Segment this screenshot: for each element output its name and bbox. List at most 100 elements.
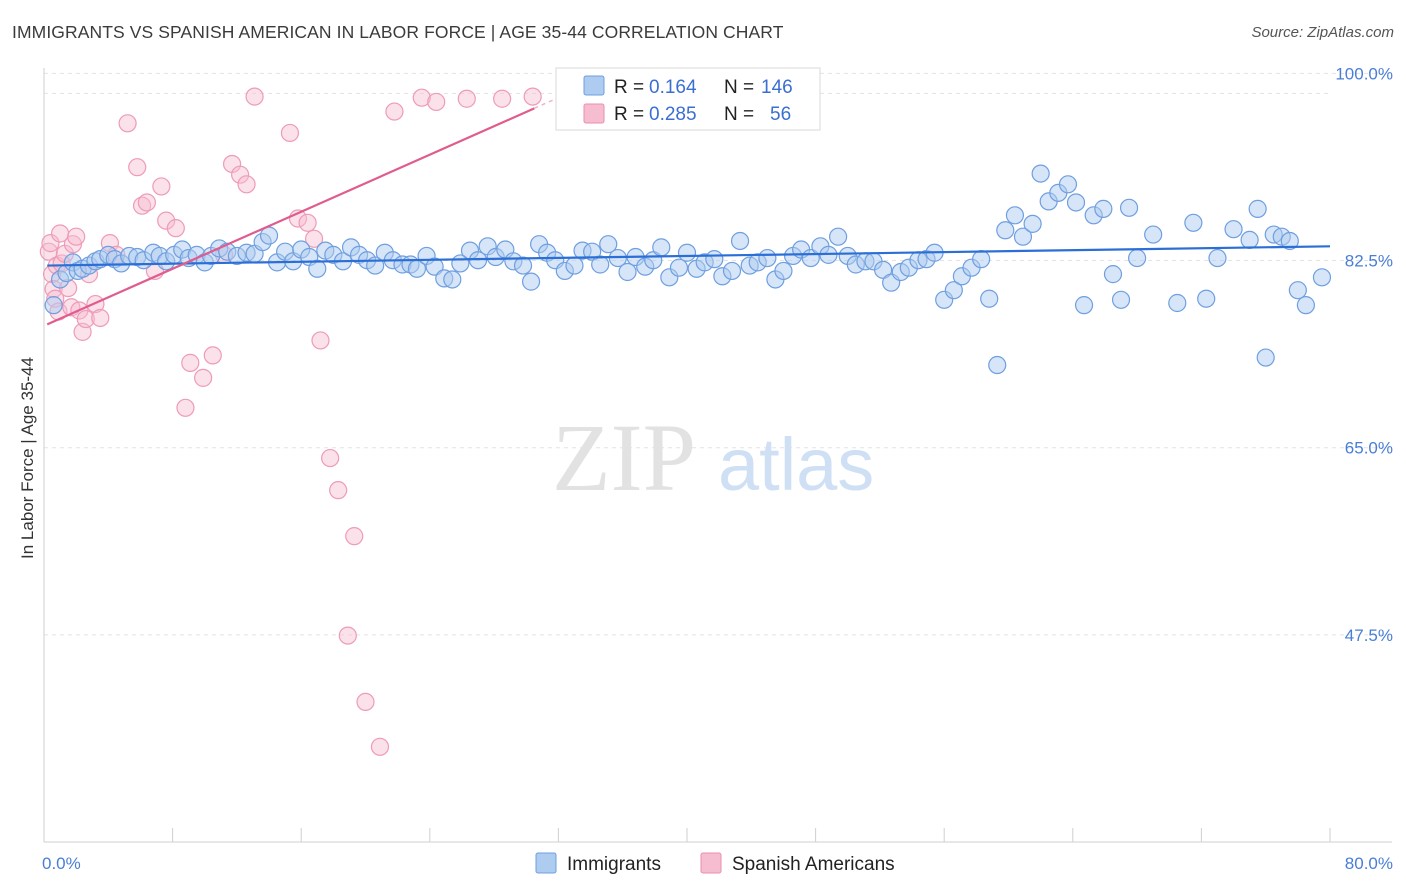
immigrant-point xyxy=(758,248,777,268)
immigrant-point xyxy=(774,261,793,281)
spanish-american-point xyxy=(128,158,147,177)
spanish-american-point xyxy=(194,368,213,387)
watermark-atlas: atlas xyxy=(718,423,874,506)
immigrant-point xyxy=(1288,281,1307,300)
bottom-legend-swatch-spanish xyxy=(700,852,722,874)
immigrant-point xyxy=(1023,214,1042,233)
y-tick-label: 65.0% xyxy=(1345,439,1393,458)
spanish-american-point xyxy=(304,229,324,248)
immigrant-point xyxy=(1197,289,1216,308)
legend-n-value: 146 xyxy=(761,77,793,98)
immigrant-point xyxy=(652,238,671,257)
legend-n-value: 56 xyxy=(770,104,791,125)
y-tick-label: 82.5% xyxy=(1345,252,1393,271)
immigrant-point xyxy=(1094,199,1113,218)
immigrant-point xyxy=(1031,164,1050,183)
immigrant-point xyxy=(443,270,462,289)
y-axis-title: In Labor Force | Age 35-44 xyxy=(18,357,37,559)
spanish-trend-line xyxy=(46,107,535,326)
immigrant-point xyxy=(1208,248,1227,268)
immigrant-point xyxy=(874,260,893,279)
watermark: ZIP atlas xyxy=(552,404,874,511)
spanish-american-point xyxy=(237,175,256,194)
immigrant-point xyxy=(1240,230,1259,250)
legend-r-label: R = xyxy=(614,77,644,98)
y-tick-label: 100.0% xyxy=(1335,64,1393,83)
trend-lines xyxy=(46,93,1331,326)
spanish-american-points xyxy=(39,87,542,756)
immigrant-point xyxy=(730,231,750,251)
axes xyxy=(43,68,1392,843)
spanish-american-point xyxy=(329,481,348,500)
spanish-american-point xyxy=(67,227,86,246)
spanish-american-point xyxy=(321,448,340,468)
legend-n-label: N = xyxy=(724,104,754,125)
legend-box: R = 0.164 N = 146 R = 0.285 N = 56 xyxy=(555,67,821,131)
immigrant-point xyxy=(1224,220,1243,239)
immigrant-point xyxy=(1013,227,1033,246)
chart-title: IMMIGRANTS VS SPANISH AMERICAN IN LABOR … xyxy=(12,22,784,42)
immigrant-point xyxy=(669,258,689,277)
spanish-trend-extension xyxy=(533,93,567,110)
spanish-american-point xyxy=(203,346,222,365)
y-tick-label: 47.5% xyxy=(1345,626,1393,645)
immigrant-point xyxy=(1119,198,1139,217)
spanish-american-point xyxy=(457,89,476,108)
spanish-american-point xyxy=(311,331,330,350)
spanish-american-point xyxy=(523,87,542,106)
spanish-american-point xyxy=(427,92,446,112)
bottom-legend: Immigrants Spanish Americans xyxy=(535,852,895,875)
bottom-legend-immigrants: Immigrants xyxy=(567,854,661,875)
spanish-american-point xyxy=(152,177,171,196)
immigrant-point xyxy=(591,255,610,274)
immigrant-point xyxy=(1168,293,1187,313)
spanish-american-point xyxy=(132,196,152,215)
legend-r-value: 0.164 xyxy=(649,77,697,98)
spanish-american-point xyxy=(298,213,317,232)
immigrant-point xyxy=(1248,199,1267,218)
immigrant-point xyxy=(1312,268,1332,287)
immigrant-point xyxy=(565,256,584,275)
spanish-american-point xyxy=(493,89,512,108)
immigrant-point xyxy=(308,259,327,278)
immigrant-point xyxy=(425,257,444,276)
immigrant-point xyxy=(944,281,963,300)
immigrant-point xyxy=(972,250,991,269)
bottom-legend-spanish: Spanish Americans xyxy=(732,854,895,875)
spanish-american-point xyxy=(385,102,404,121)
immigrants-trend-line xyxy=(47,245,1331,267)
spanish-american-point xyxy=(157,211,176,230)
immigrant-point xyxy=(1005,206,1025,225)
immigrant-point xyxy=(618,262,637,282)
watermark-zip: ZIP xyxy=(552,404,696,511)
source-credit: Source: ZipAtlas.com xyxy=(1251,24,1394,41)
immigrant-point xyxy=(1111,290,1131,309)
spanish-american-point xyxy=(345,527,364,546)
spanish-american-point xyxy=(412,88,431,107)
immigrant-point xyxy=(677,243,697,262)
spanish-american-point xyxy=(338,626,357,645)
y-tick-labels: 47.5% 65.0% 82.5% 100.0% xyxy=(1335,64,1393,644)
legend-swatch-spanish xyxy=(583,103,605,124)
immigrant-point xyxy=(513,256,533,275)
immigrant-point xyxy=(44,296,63,315)
legend-r-value: 0.285 xyxy=(649,104,697,125)
immigrant-point xyxy=(1184,213,1203,232)
immigrant-point xyxy=(1103,265,1123,284)
spanish-american-point xyxy=(91,308,110,328)
immigrant-point xyxy=(1058,175,1078,194)
spanish-american-point xyxy=(231,165,250,184)
spanish-american-point xyxy=(356,692,375,712)
spanish-american-point xyxy=(370,737,390,756)
immigrant-points xyxy=(44,164,1332,375)
x-tick-label-max: 80.0% xyxy=(1345,854,1393,873)
spanish-american-point xyxy=(118,114,137,133)
immigrant-point xyxy=(1280,231,1299,251)
x-tick-label-min: 0.0% xyxy=(42,854,81,873)
legend-swatch-immigrants xyxy=(583,75,605,96)
immigrant-point xyxy=(1144,225,1163,244)
immigrant-point xyxy=(705,250,724,269)
spanish-american-point xyxy=(176,398,195,417)
immigrant-point xyxy=(583,242,602,261)
legend-r-label: R = xyxy=(614,104,644,125)
